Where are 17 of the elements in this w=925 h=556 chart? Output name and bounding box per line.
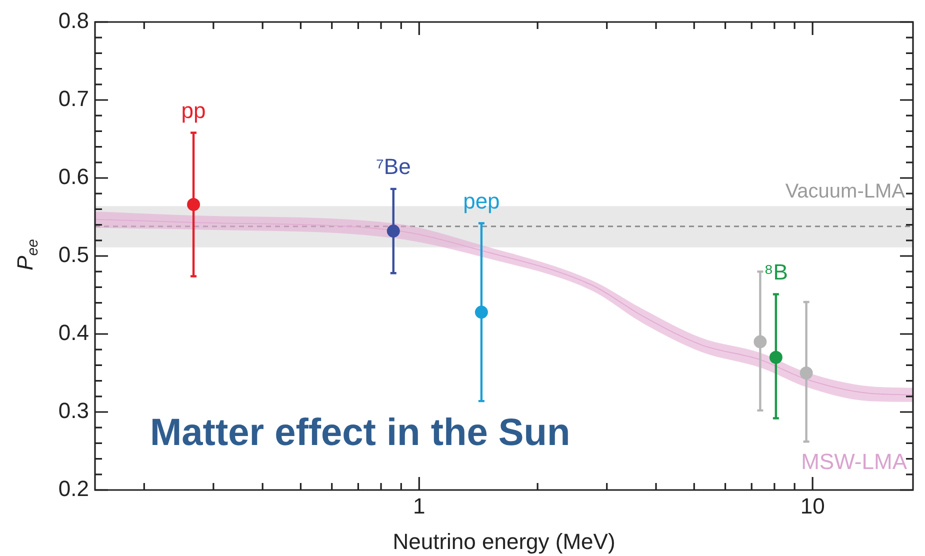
text: MSW-LMA (801, 448, 908, 474)
text: pp (181, 98, 206, 123)
y-tick-label: 0.3 (58, 398, 89, 424)
text: ⁷Be (376, 154, 411, 179)
x-tick-label: 10 (800, 493, 825, 518)
y-tick-label: 0.8 (58, 8, 89, 34)
y-tick-label: 0.4 (58, 320, 89, 346)
x-tick-label: 1 (413, 493, 426, 518)
band-label: Vacuum-LMA (785, 180, 906, 203)
y-tick-label: 0.2 (58, 476, 89, 502)
annotation: Matter effect in the Sun (150, 412, 570, 454)
y-tick-label: 0.7 (58, 86, 89, 112)
text: ⁸B (764, 259, 788, 284)
x-axis-title: Neutrino energy (MeV) (392, 528, 616, 554)
y-tick-label: 0.5 (58, 242, 89, 268)
text: pep (463, 188, 500, 214)
y-tick-label: 0.6 (58, 164, 89, 190)
